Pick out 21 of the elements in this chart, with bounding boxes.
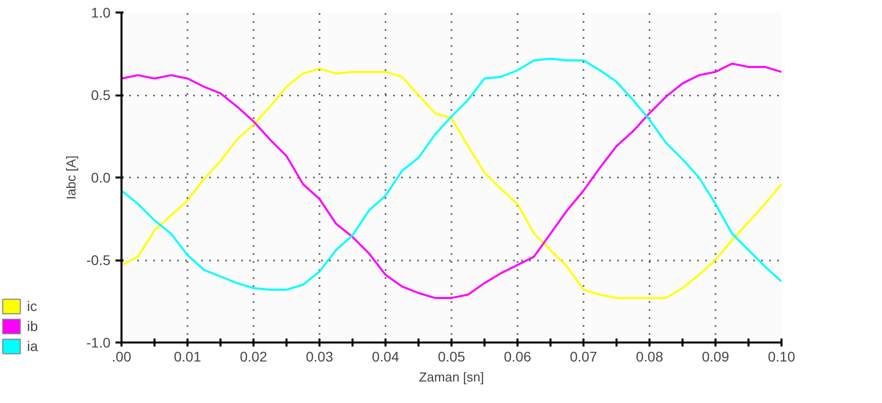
x-tick-label: .00 — [112, 348, 132, 364]
y-tick-label: 1.0 — [91, 4, 111, 20]
y-axis-title: Iabc [A] — [63, 155, 78, 200]
x-axis-title: Zaman [sn] — [418, 370, 484, 384]
x-tick-label: 0.02 — [240, 348, 268, 364]
x-tick-label: 0.03 — [306, 348, 334, 364]
y-tick-label: 0.5 — [91, 87, 111, 103]
x-tick-label: 0.05 — [438, 348, 466, 364]
x-tick-label: 0.09 — [702, 348, 730, 364]
x-tick-label: 0.08 — [636, 348, 664, 364]
x-tick-label: 0.01 — [174, 348, 202, 364]
y-tick-label: -0.5 — [86, 252, 111, 268]
y-tick-label: 0.0 — [91, 170, 111, 186]
x-tick-label: 0.06 — [504, 348, 532, 364]
y-tick-label: -1.0 — [86, 334, 111, 350]
x-tick-label: 0.10 — [768, 348, 796, 364]
legend-label: ib — [27, 318, 39, 334]
legend-label: ic — [27, 298, 38, 314]
x-tick-label: 0.04 — [372, 348, 400, 364]
legend-label: ia — [27, 338, 39, 354]
x-tick-label: 0.07 — [570, 348, 598, 364]
